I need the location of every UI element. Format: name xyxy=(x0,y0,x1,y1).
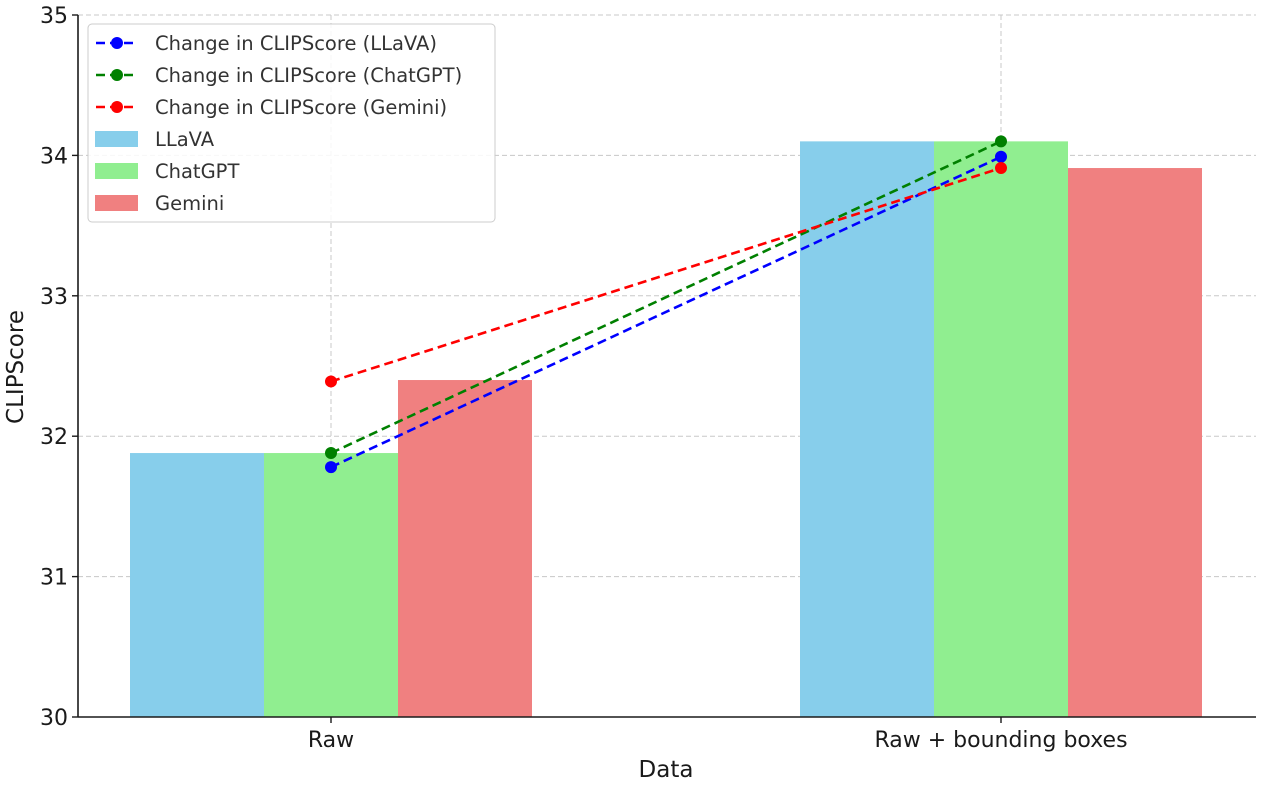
bar-chatgpt xyxy=(264,453,398,717)
bars xyxy=(130,141,1202,718)
change-line-point xyxy=(995,150,1007,163)
change-line-point xyxy=(325,461,337,474)
legend-bar-swatch xyxy=(95,163,138,179)
y-tick-label: 30 xyxy=(40,706,68,731)
change-lines xyxy=(325,135,1007,474)
y-tick-label: 31 xyxy=(40,566,68,591)
change-line xyxy=(330,140,1002,455)
change-line xyxy=(330,166,1002,383)
change-line xyxy=(330,155,1002,469)
y-tick-label: 35 xyxy=(40,4,68,29)
legend-label: Gemini xyxy=(155,192,224,215)
legend-label: Change in CLIPScore (ChatGPT) xyxy=(155,64,462,87)
legend-marker xyxy=(111,69,123,81)
legend-marker xyxy=(111,101,123,113)
legend-label: Change in CLIPScore (Gemini) xyxy=(155,96,447,119)
legend-marker xyxy=(111,37,123,49)
legend-bar-swatch xyxy=(95,131,138,147)
legend-box xyxy=(87,23,496,223)
bar-llava xyxy=(130,453,264,717)
x-tick-label: Raw + bounding boxes xyxy=(874,728,1127,753)
legend-label: ChatGPT xyxy=(155,160,239,183)
legend-bar-swatch xyxy=(95,195,138,211)
legend: Change in CLIPScore (LLaVA) Change in CLI… xyxy=(87,23,496,223)
change-line-point xyxy=(995,135,1007,148)
change-line-point xyxy=(325,447,337,460)
bar-gemini xyxy=(1068,168,1202,717)
bar-chatgpt xyxy=(934,141,1068,718)
x-axis-label: Data xyxy=(639,757,694,783)
axes: 30 31 32 33 34 35 Raw Raw + bounding boxes xyxy=(40,4,1256,753)
legend-label: Change in CLIPScore (LLaVA) xyxy=(155,32,437,55)
x-tick-label: Raw xyxy=(308,728,354,753)
y-tick-label: 33 xyxy=(40,285,68,310)
change-line-point xyxy=(995,162,1007,175)
y-tick-label: 34 xyxy=(40,144,68,169)
y-axis-label: CLIPScore xyxy=(3,310,29,424)
bar-gemini xyxy=(398,380,532,717)
legend-label: LLaVA xyxy=(155,128,215,151)
bar-llava xyxy=(800,141,934,718)
change-line-point xyxy=(325,375,337,388)
y-tick-label: 32 xyxy=(40,425,68,450)
